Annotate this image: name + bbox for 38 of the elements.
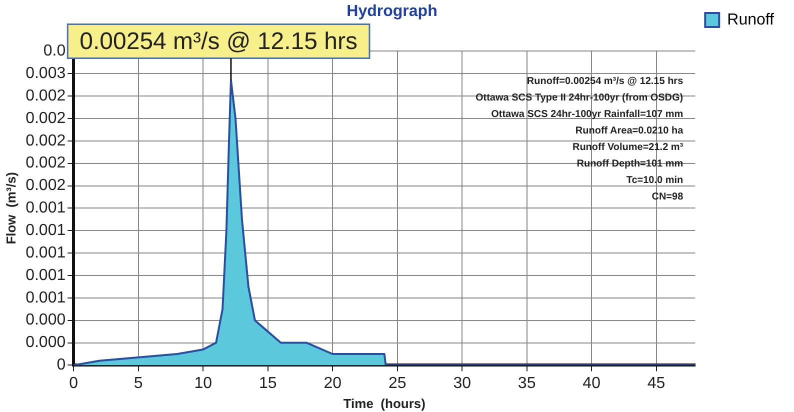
x-tick-label: 0 (69, 375, 78, 392)
y-tick-label: 0.002 (26, 132, 66, 150)
y-axis-title: Flow (m³/s) (3, 172, 18, 244)
x-tick-label: 5 (134, 375, 143, 392)
y-tick-label: 0.002 (26, 177, 66, 194)
x-tick-label: 45 (647, 375, 666, 392)
annotation: Ottawa SCS 24hr-100yr Rainfall=107 mm (491, 108, 684, 120)
annotation: Runoff Volume=21.2 m³ (572, 142, 684, 153)
annotation: CN=98 (652, 191, 684, 202)
y-tick-label: 0.000 (26, 334, 66, 352)
x-tick-label: 30 (453, 375, 472, 392)
y-tick-label: 0.001 (26, 222, 66, 240)
x-axis-title: Time (hours) (343, 396, 426, 411)
y-tick-label: 0.003 (26, 65, 66, 82)
x-tick-label: 40 (582, 375, 601, 392)
x-tick-label: 35 (518, 375, 536, 392)
annotation: 0.00254 m³/s @ 12.15 hrs (80, 28, 358, 55)
y-tick-label: 0.002 (26, 154, 66, 172)
annotation: Runoff Area=0.0210 ha (575, 125, 684, 136)
y-tick-label: 0 (56, 356, 66, 374)
y-tick-label: 0.000 (26, 312, 66, 329)
y-tick-label: 0.002 (26, 87, 66, 104)
chart-title: Hydrograph (346, 3, 438, 20)
legend-label: Runoff (727, 11, 775, 28)
y-tick-label: 0.001 (26, 266, 66, 284)
y-tick-label: 0.001 (26, 200, 66, 217)
y-tick-label: 0.001 (26, 244, 66, 262)
y-tick-label: 0.002 (26, 110, 66, 127)
x-tick-label: 20 (324, 375, 342, 392)
annotation: Runoff Depth=101 mm (576, 158, 684, 170)
y-tick-label: 0.0 (43, 42, 66, 60)
y-tick-label: 0.001 (26, 289, 66, 306)
x-tick-label: 25 (388, 375, 406, 392)
annotation: Runoff=0.00254 m³/s @ 12.15 hrs (526, 76, 684, 87)
x-tick-label: 15 (258, 375, 277, 392)
annotation: Ottawa SCS Type II 24hr-100yr (from OSDG) (475, 92, 684, 104)
x-tick-label: 10 (194, 375, 212, 392)
annotation: Tc=10.0 min (626, 174, 684, 186)
